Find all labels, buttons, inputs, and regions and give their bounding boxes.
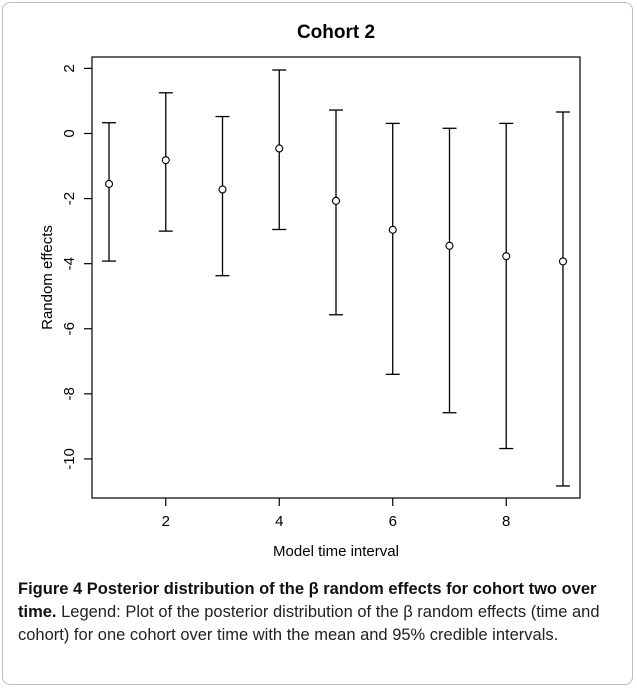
y-tick-label: 2 bbox=[61, 64, 78, 72]
x-tick-label: 2 bbox=[162, 513, 170, 530]
mean-point bbox=[331, 196, 341, 205]
x-axis-label: Model time interval bbox=[273, 543, 399, 560]
x-axis: 2 4 6 8 bbox=[162, 498, 510, 530]
x-tick-label: 6 bbox=[389, 513, 397, 530]
mean-point bbox=[445, 241, 454, 250]
y-tick-label: -2 bbox=[61, 192, 78, 205]
x-tick-label: 4 bbox=[275, 513, 283, 530]
mean-point bbox=[388, 225, 397, 234]
mean-point bbox=[558, 257, 568, 266]
caption-title: Figure 4 Posterior distribution of the β… bbox=[18, 580, 597, 621]
chart-title: Cohort 2 bbox=[297, 22, 375, 43]
error-bar bbox=[442, 127, 457, 414]
error-bar bbox=[102, 122, 117, 262]
figure-caption: Figure 4 Posterior distribution of the β… bbox=[18, 578, 623, 647]
plot-box bbox=[91, 56, 581, 499]
error-bars bbox=[102, 69, 570, 487]
mean-point bbox=[104, 179, 114, 188]
y-tick-label: -8 bbox=[61, 387, 78, 400]
error-bar bbox=[499, 122, 514, 450]
error-bar bbox=[215, 115, 230, 277]
mean-point bbox=[218, 185, 227, 194]
y-axis-label: Random effects bbox=[39, 225, 56, 330]
y-tick-label: -6 bbox=[61, 322, 78, 335]
mean-markers bbox=[104, 144, 568, 266]
y-tick-label: 0 bbox=[61, 129, 78, 137]
error-bar bbox=[329, 109, 343, 316]
caption-body: Legend: Plot of the posterior distributi… bbox=[18, 603, 600, 644]
chart: Cohort 2 2 4 6 8 2 0 -2 -4 -6 -8 -10 Model time i… bbox=[39, 22, 581, 560]
mean-point bbox=[275, 144, 284, 153]
mean-point bbox=[502, 252, 511, 261]
x-tick-label: 8 bbox=[502, 513, 510, 530]
y-tick-label: -4 bbox=[61, 257, 78, 270]
mean-point bbox=[161, 156, 170, 165]
error-bar bbox=[385, 122, 400, 375]
error-bar bbox=[555, 111, 570, 487]
y-axis: 2 0 -2 -4 -6 -8 -10 bbox=[61, 64, 92, 470]
y-tick-label: -10 bbox=[61, 448, 78, 470]
